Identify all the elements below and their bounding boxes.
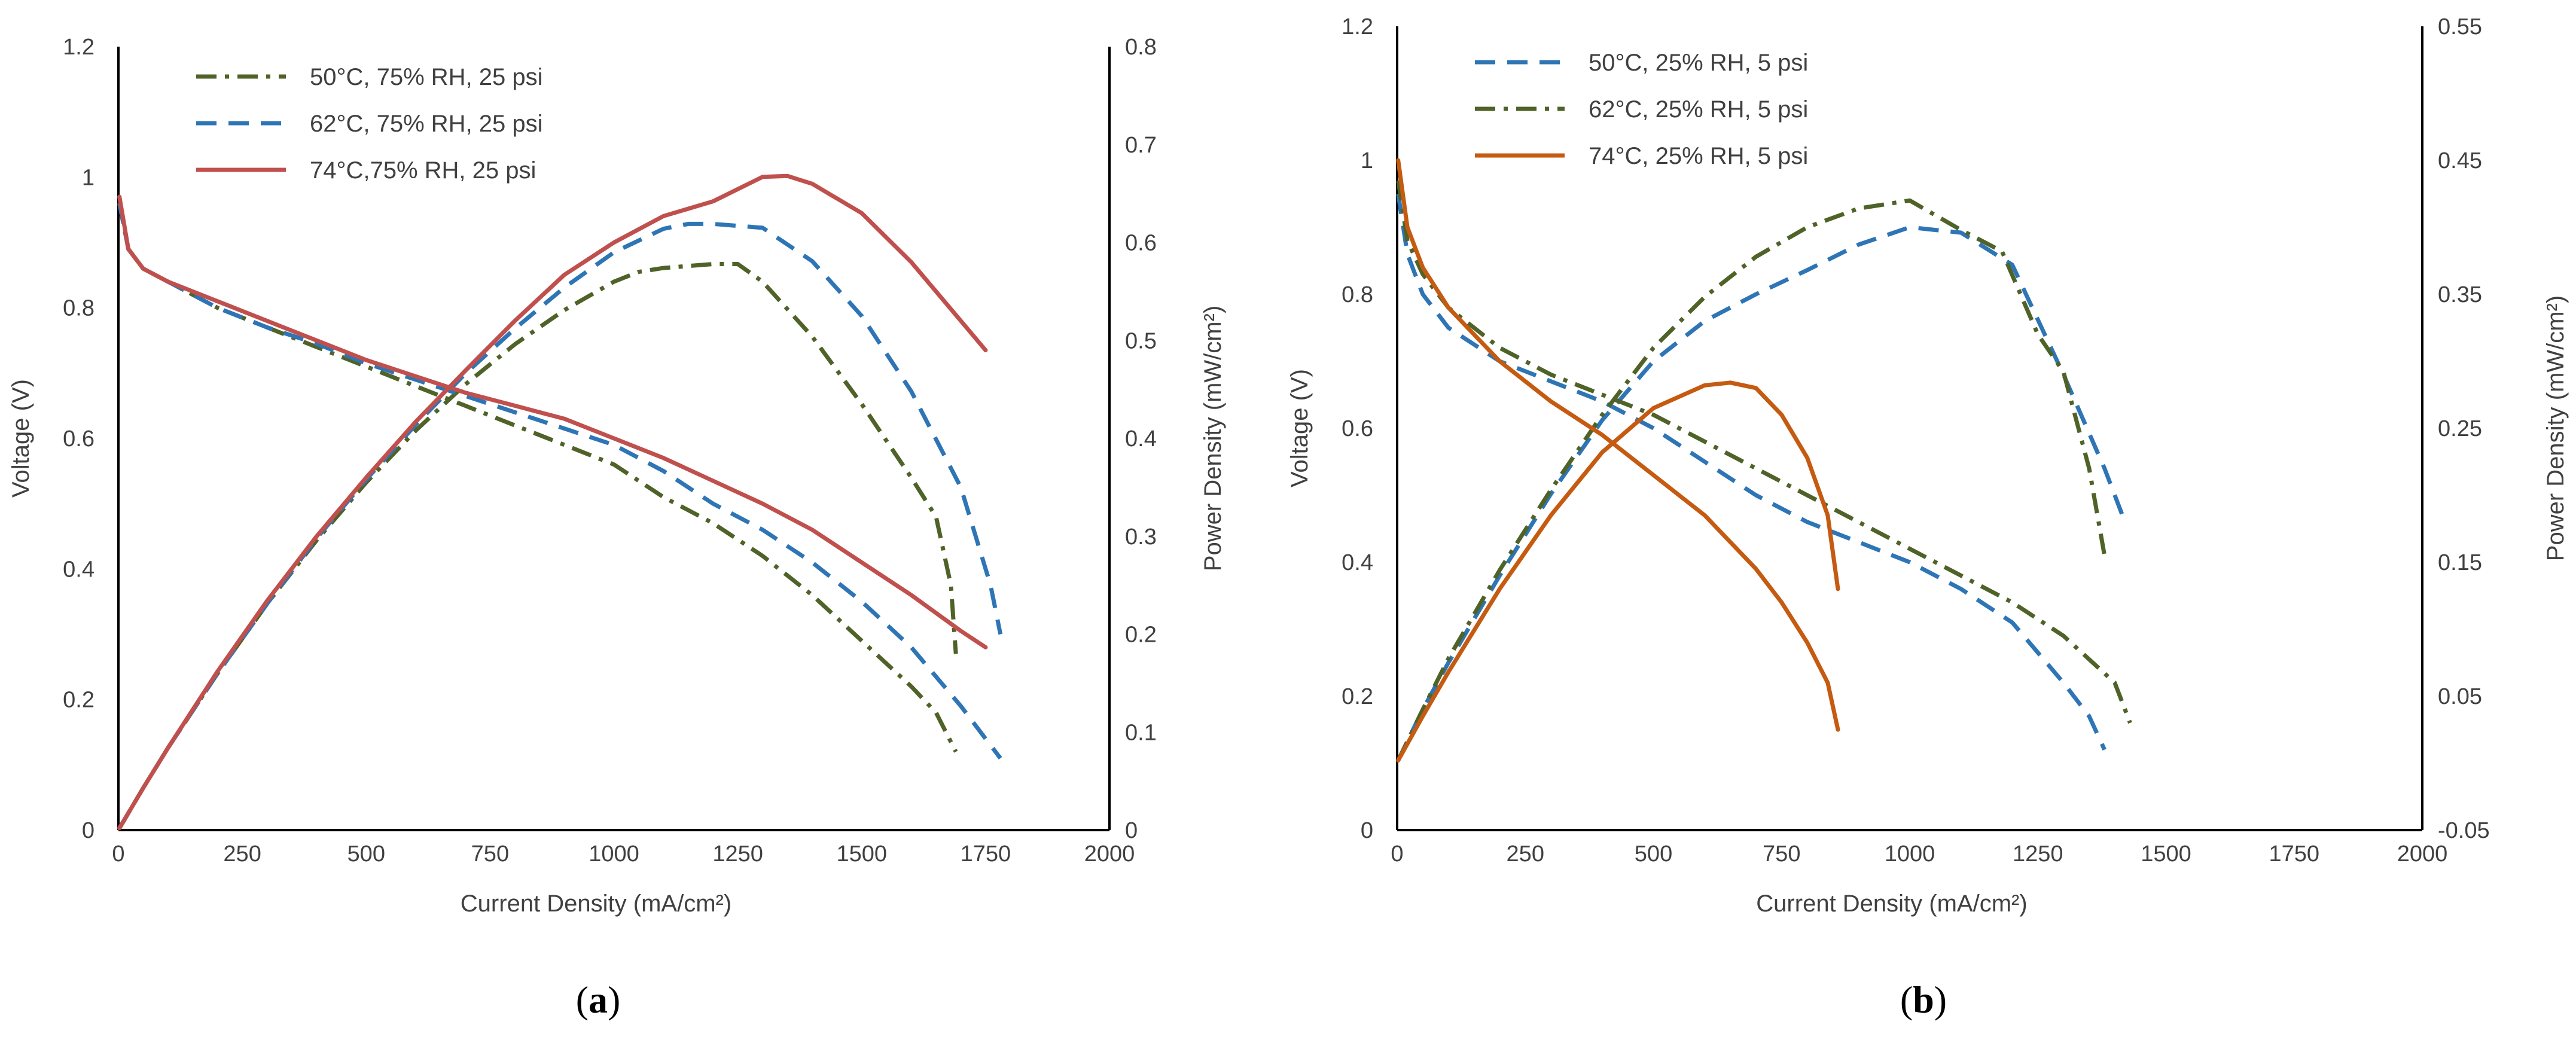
x-tick-label: 1500 xyxy=(2141,841,2191,867)
y-left-tick-label: 0.4 xyxy=(1342,550,1373,575)
y-left-tick-label: 1 xyxy=(1361,148,1373,173)
y-left-tick-label: 0.4 xyxy=(63,557,94,582)
x-tick-label: 1250 xyxy=(712,841,763,867)
x-tick-label: 500 xyxy=(347,841,385,867)
chart-panel-b: 0 250 500 750 1000 1250 1500 1750 2000 0 0.2 0.4 0.6… xyxy=(1288,0,2576,1046)
y-left-tick-label: 0.6 xyxy=(1342,416,1373,441)
series-power-line xyxy=(1396,198,2107,762)
y-right-tick-label: 0.3 xyxy=(1125,524,1157,550)
y-left-tick-label: 0 xyxy=(82,818,94,843)
x-tick-label: 500 xyxy=(1635,841,1672,867)
y-right-tick-label: 0.05 xyxy=(2438,684,2482,709)
y-right-tick-label: 0.4 xyxy=(1125,426,1157,452)
series-voltage-line xyxy=(1396,193,2106,751)
x-axis-title: Current Density (mA/cm²) xyxy=(461,891,731,917)
y-right-tick-label: 0.8 xyxy=(1125,35,1157,60)
series-power-line xyxy=(1396,225,2127,762)
x-tick-label: 250 xyxy=(1507,841,1544,867)
y-right-tick-label: 0.15 xyxy=(2438,550,2482,575)
y-left-axis-title: Voltage (V) xyxy=(8,379,34,498)
series-power-line xyxy=(117,221,1003,830)
x-tick-label: 250 xyxy=(223,841,261,867)
plot-area: 0 250 500 750 1000 1250 1500 1750 2000 0 0.2 0.4 0.6… xyxy=(1288,14,2569,917)
legend-label: 50°C, 75% RH, 25 psi xyxy=(310,64,543,90)
y-right-tick-label: 0.45 xyxy=(2438,148,2482,173)
x-tick-label: 0 xyxy=(1391,841,1403,867)
series-power-line xyxy=(117,173,988,831)
x-tick-label: 2000 xyxy=(2397,841,2448,867)
panel-b-caption: (b) xyxy=(1900,978,1947,1021)
x-tick-label: 1750 xyxy=(2269,841,2319,867)
y-right-tick-label: 0.6 xyxy=(1125,231,1157,256)
x-tick-label: 0 xyxy=(112,841,124,867)
y-right-tick-label: 0.7 xyxy=(1125,133,1157,158)
x-axis-title: Current Density (mA/cm²) xyxy=(1756,891,2027,917)
x-tick-label: 2000 xyxy=(1084,841,1135,867)
y-right-axis-title: Power Density (mW/cm²) xyxy=(2543,295,2569,561)
y-left-tick-label: 0 xyxy=(1361,818,1373,843)
y-left-tick-label: 0.8 xyxy=(63,296,94,321)
x-tick-label: 1250 xyxy=(2013,841,2063,867)
y-right-tick-label: 0.2 xyxy=(1125,623,1157,648)
y-right-tick-label: 0.25 xyxy=(2438,416,2482,441)
y-right-tick-label: 0.5 xyxy=(1125,328,1157,353)
series-voltage-line xyxy=(117,203,958,753)
y-left-axis-title: Voltage (V) xyxy=(1288,369,1313,487)
x-tick-label: 1000 xyxy=(589,841,639,867)
chart-b-svg: 0 250 500 750 1000 1250 1500 1750 2000 0 0.2 0.4 0.6… xyxy=(1288,14,2569,917)
x-tick-label: 1750 xyxy=(961,841,1011,867)
legend-label: 74°C, 25% RH, 5 psi xyxy=(1589,143,1808,169)
y-left-tick-label: 1.2 xyxy=(63,35,94,60)
series-voltage-line xyxy=(117,203,1002,760)
series-voltage-line xyxy=(117,194,988,649)
x-tick-label: 1000 xyxy=(1885,841,1935,867)
x-tick-label: 1500 xyxy=(836,841,887,867)
y-left-tick-label: 0.2 xyxy=(1342,684,1373,709)
legend-label: 62°C, 75% RH, 25 psi xyxy=(310,111,543,137)
y-left-tick-label: 1 xyxy=(82,165,94,190)
series-power-line xyxy=(1396,380,1840,763)
y-left-tick-label: 0.8 xyxy=(1342,282,1373,307)
y-right-axis-title: Power Density (mW/cm²) xyxy=(1200,306,1226,571)
chart-a-svg: 0 250 500 750 1000 1250 1500 1750 200000.20.40.6… xyxy=(8,35,1226,917)
y-right-tick-label: 0.55 xyxy=(2438,14,2482,39)
y-right-tick-label: 0.1 xyxy=(1125,720,1157,745)
y-right-tick-label: 0 xyxy=(1125,818,1138,843)
x-tick-label: 750 xyxy=(471,841,509,867)
legend-label: 50°C, 25% RH, 5 psi xyxy=(1589,50,1808,76)
y-right-tick-label: -0.05 xyxy=(2438,818,2490,843)
series-power-line xyxy=(117,262,958,830)
chart-panel-a: 0 250 500 750 1000 1250 1500 1750 2000 0 0.2 0.4 0.6… xyxy=(8,35,1226,1021)
legend-label: 62°C, 25% RH, 5 psi xyxy=(1589,96,1808,123)
y-left-tick-label: 0.2 xyxy=(63,688,94,713)
panel-a-caption: (a) xyxy=(575,978,621,1021)
plot-area: 0 250 500 750 1000 1250 1500 1750 200000.20.40.6… xyxy=(8,35,1226,917)
y-right-tick-label: 0.35 xyxy=(2438,282,2482,307)
x-tick-label: 750 xyxy=(1763,841,1800,867)
series-voltage-line xyxy=(1396,180,2132,724)
legend-label: 74°C,75% RH, 25 psi xyxy=(310,157,536,184)
y-left-tick-label: 1.2 xyxy=(1342,14,1373,39)
series-voltage-line xyxy=(1396,158,1840,732)
y-left-tick-label: 0.6 xyxy=(63,426,94,452)
